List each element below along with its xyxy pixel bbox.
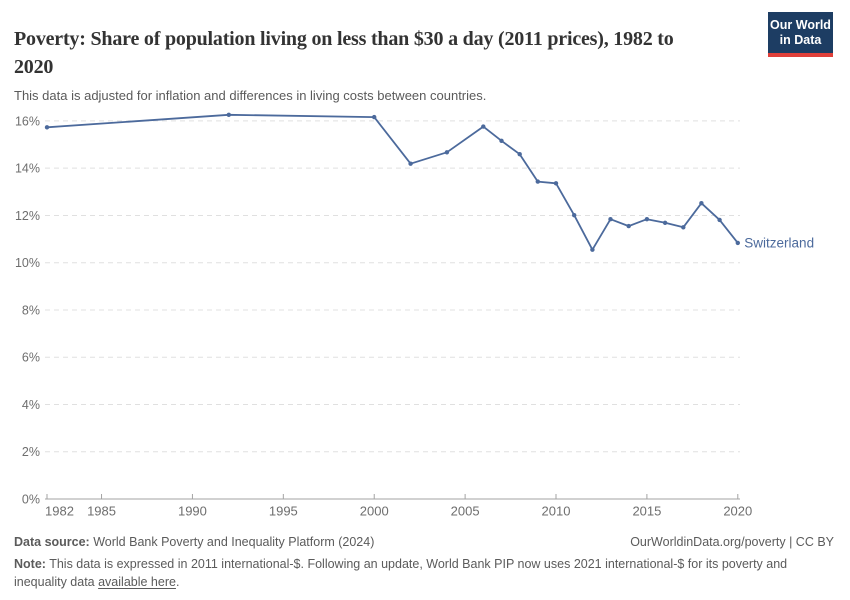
y-tick-label-8: 8% bbox=[22, 303, 40, 317]
logo-line-2: in Data bbox=[779, 32, 822, 47]
data-point-2007[interactable] bbox=[499, 138, 504, 143]
x-tick-label-2010: 2010 bbox=[542, 504, 571, 519]
y-tick-label-6: 6% bbox=[22, 351, 40, 365]
note-suffix: . bbox=[175, 575, 180, 590]
footer-note: Note: This data is expressed in 2011 int… bbox=[14, 555, 834, 591]
available-here-link[interactable]: available here bbox=[98, 575, 176, 590]
data-point-2004[interactable] bbox=[444, 150, 450, 155]
data-point-2018[interactable] bbox=[699, 201, 704, 206]
data-point-2002[interactable] bbox=[408, 161, 413, 166]
y-tick-label-4: 4% bbox=[22, 398, 40, 412]
attribution-license: OurWorldinData.org/poverty | CC BY bbox=[630, 535, 834, 549]
data-point-2006[interactable] bbox=[481, 124, 486, 129]
x-tick-label-1995: 1995 bbox=[269, 504, 298, 519]
data-point-2012[interactable] bbox=[590, 247, 595, 252]
y-tick-label-14: 14% bbox=[15, 162, 40, 176]
data-point-2009[interactable] bbox=[535, 179, 540, 184]
x-tick-label-2000: 2000 bbox=[360, 504, 389, 519]
data-point-2008[interactable] bbox=[517, 152, 522, 157]
data-point-2020[interactable] bbox=[735, 240, 740, 246]
data-point-2013[interactable] bbox=[608, 217, 613, 222]
data-source: Data source: World Bank Poverty and Ineq… bbox=[14, 533, 374, 551]
data-point-2019[interactable] bbox=[717, 217, 722, 223]
data-point-1982[interactable] bbox=[44, 125, 50, 130]
y-tick-label-12: 12% bbox=[15, 209, 40, 223]
y-tick-label-0: 0% bbox=[22, 493, 40, 507]
data-point-2015[interactable] bbox=[644, 217, 650, 222]
chart-footer: Data source: World Bank Poverty and Ineq… bbox=[14, 533, 834, 591]
y-tick-label-10: 10% bbox=[15, 256, 40, 270]
data-point-2011[interactable] bbox=[572, 213, 577, 218]
chart-title: Poverty: Share of population living on l… bbox=[14, 28, 674, 79]
footer-source-row: Data source: World Bank Poverty and Ineq… bbox=[14, 533, 834, 551]
note-text: This data is expressed in 2011 internati… bbox=[14, 557, 788, 590]
data-point-2016[interactable] bbox=[662, 220, 668, 225]
y-tick-label-16: 16% bbox=[15, 114, 40, 128]
line-chart[interactable]: 0% 2% 4% 6% 8% 10% 12% 14% 16% 1982 1985 1990 1995 20… bbox=[0, 100, 850, 535]
data-point-2014[interactable] bbox=[626, 223, 631, 229]
logo-line-1: Our World bbox=[770, 17, 831, 32]
series-line-switzerland bbox=[46, 113, 739, 251]
data-point-1992[interactable] bbox=[226, 112, 231, 117]
x-tick-label-2020: 2020 bbox=[723, 504, 752, 519]
x-tick-label-2015: 2015 bbox=[632, 504, 661, 519]
x-tick-label-1990: 1990 bbox=[178, 504, 207, 519]
y-tick-label-2: 2% bbox=[22, 445, 40, 459]
data-point-2000[interactable] bbox=[372, 114, 377, 120]
x-tick-label-2005: 2005 bbox=[451, 504, 480, 519]
chart-subtitle: This data is adjusted for inflation and … bbox=[14, 88, 487, 103]
x-tick-label-1985: 1985 bbox=[87, 504, 116, 519]
owid-logo[interactable]: Our World in Data bbox=[768, 12, 833, 57]
data-point-2010[interactable] bbox=[553, 181, 559, 186]
x-tick-label-1982: 1982 bbox=[45, 504, 74, 519]
data-source-label: Data source: bbox=[14, 535, 90, 549]
data-point-2017[interactable] bbox=[681, 225, 686, 230]
note-label: Note: bbox=[14, 557, 46, 572]
data-source-text: World Bank Poverty and Inequality Platfo… bbox=[93, 535, 375, 549]
series-end-label[interactable]: Switzerland bbox=[744, 235, 814, 250]
